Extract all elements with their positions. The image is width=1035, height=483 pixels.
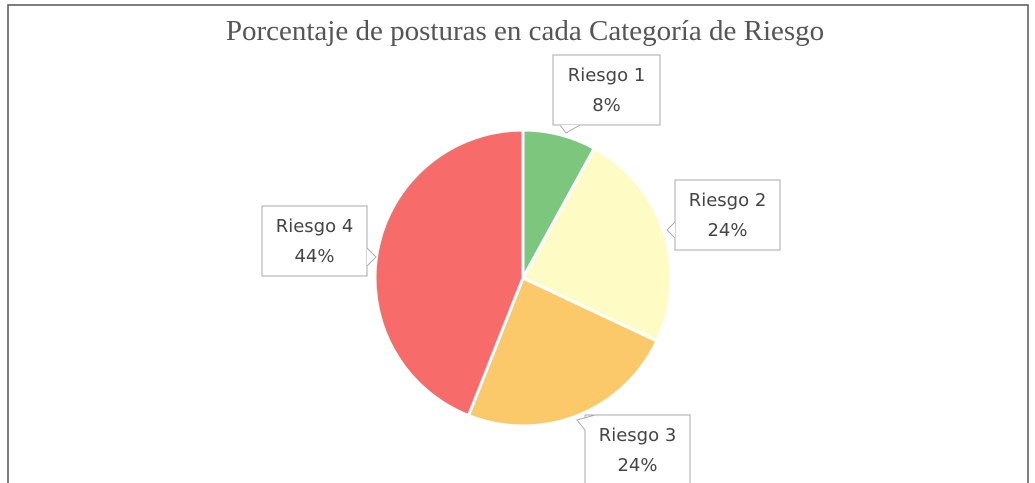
pie-slice: [466, 275, 659, 428]
value-label: 8%: [592, 95, 621, 116]
chart-title: Porcentaje de posturas en cada Categoría…: [226, 15, 824, 47]
label-pointer: [366, 247, 377, 267]
value-label: 44%: [294, 246, 334, 267]
label-box: [261, 205, 368, 277]
pie-slice: [520, 146, 673, 344]
label-box: [674, 179, 781, 251]
label-box: [584, 414, 691, 483]
pie-slice: [373, 128, 525, 418]
category-label: Riesgo 3: [599, 425, 677, 446]
label-box: [552, 54, 661, 126]
label-pointer: [576, 414, 596, 431]
value-label: 24%: [617, 455, 657, 476]
label-pointer: [559, 124, 581, 134]
category-label: Riesgo 2: [689, 190, 767, 211]
value-label: 24%: [707, 220, 747, 241]
category-label: Riesgo 1: [568, 65, 646, 86]
label-pointer: [666, 221, 676, 239]
category-label: Riesgo 4: [276, 216, 354, 237]
